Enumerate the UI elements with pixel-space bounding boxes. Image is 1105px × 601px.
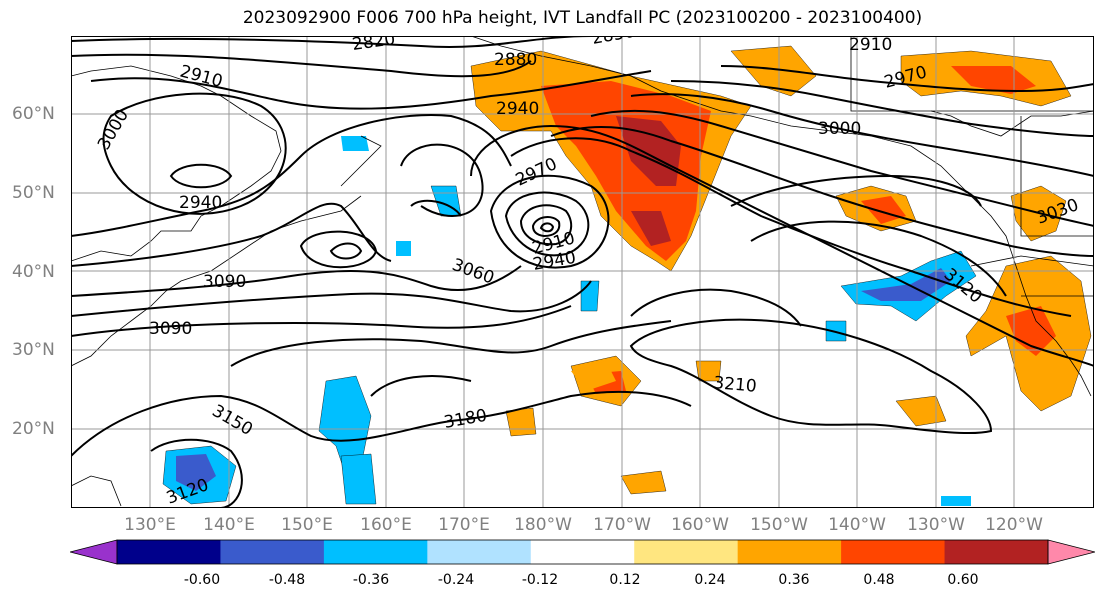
contour-label: 2880 <box>494 50 537 70</box>
colorbar-outline <box>116 539 1049 565</box>
contour-label: 2910 <box>849 36 892 55</box>
contour-label: 3000 <box>818 119 861 139</box>
colorbar-tick-label: -0.12 <box>521 572 559 588</box>
colorbar-tick-label: -0.36 <box>352 572 390 588</box>
lon-label: 140°E <box>203 515 255 535</box>
lon-label: 170°E <box>438 515 490 535</box>
colorbar <box>70 539 1095 565</box>
lat-label: 40°N <box>12 262 55 282</box>
colorbar-extend-high <box>1047 539 1095 565</box>
coastlines <box>71 36 1094 507</box>
lat-label: 60°N <box>12 104 55 124</box>
map-panel: 2820 2850 2880 2910 2910 2940 2940 2970 … <box>71 36 1094 508</box>
colorbar-cell <box>737 540 842 564</box>
lat-label: 30°N <box>12 340 55 360</box>
lon-label: 130°W <box>907 515 965 535</box>
colorbar-cell <box>427 540 532 564</box>
contour-label: 3090 <box>149 319 192 339</box>
ivt-positive-shading <box>470 45 1092 495</box>
lon-label: 140°W <box>828 515 886 535</box>
colorbar-cell <box>117 540 221 564</box>
lat-label: 20°N <box>12 419 55 439</box>
lon-label: 180°W <box>514 515 572 535</box>
contour-label: 3090 <box>203 272 246 292</box>
colorbar-tick-label: 0.36 <box>778 572 810 588</box>
map-title: 2023092900 F006 700 hPa height, IVT Land… <box>242 8 923 28</box>
contour-label: 3210 <box>713 373 758 397</box>
ivt-negative-shading <box>162 136 977 506</box>
contour-label: 2820 <box>351 36 397 55</box>
colorbar-cell <box>944 540 1049 564</box>
lon-label: 160°E <box>360 515 412 535</box>
lon-label: 150°E <box>281 515 333 535</box>
lon-label: 130°E <box>124 515 176 535</box>
lon-label: 170°W <box>593 515 651 535</box>
colorbar-cell <box>634 540 739 564</box>
colorbar-cell <box>530 540 635 564</box>
contour-label: 2940 <box>179 193 222 213</box>
colorbar-cell <box>841 540 946 564</box>
lon-label: 120°W <box>985 515 1043 535</box>
colorbar-cell <box>220 540 325 564</box>
lat-label: 50°N <box>12 183 55 203</box>
contour-label: 2940 <box>496 99 539 119</box>
colorbar-tick-label: 0.24 <box>694 572 726 588</box>
colorbar-tick-label: -0.48 <box>268 572 306 588</box>
height-contours <box>71 36 1094 508</box>
colorbar-tick-label: 0.48 <box>863 572 895 588</box>
colorbar-tick-label: 0.12 <box>609 572 641 588</box>
colorbar-extend-low <box>70 539 118 565</box>
lon-label: 150°W <box>750 515 808 535</box>
colorbar-cell <box>323 540 428 564</box>
colorbar-tick-label: 0.60 <box>947 572 979 588</box>
colorbar-tick-label: -0.60 <box>183 572 221 588</box>
colorbar-tick-label: -0.24 <box>437 572 475 588</box>
lon-label: 160°W <box>671 515 729 535</box>
